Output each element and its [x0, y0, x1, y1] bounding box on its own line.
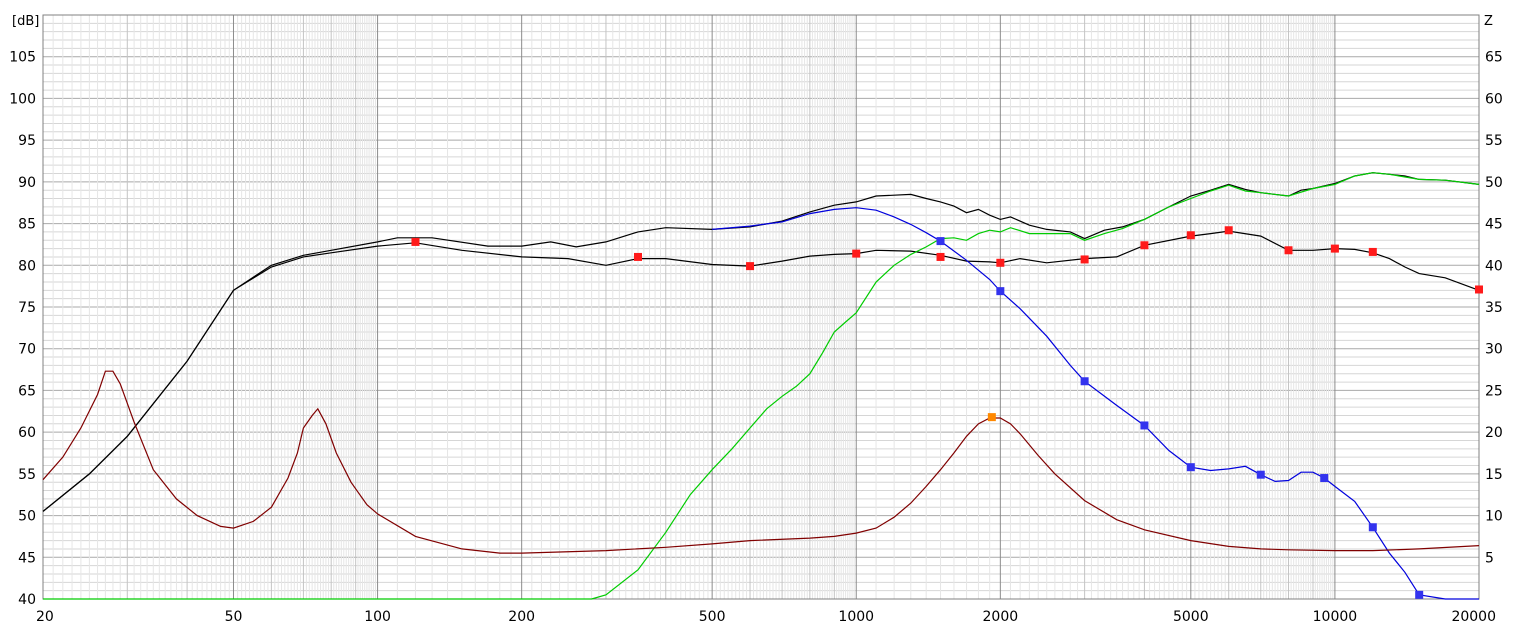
y-right-tick-label: 40 [1485, 258, 1503, 274]
y-right-tick-label: 10 [1485, 509, 1503, 525]
plot-frame [42, 14, 1480, 600]
y-left-tick-label: 40 [18, 592, 36, 608]
data-marker-2 [1080, 377, 1089, 386]
data-marker-3 [987, 413, 996, 422]
plot-grid [42, 14, 1480, 600]
y-left-tick-label: 60 [18, 425, 36, 441]
data-marker-1 [746, 262, 755, 271]
y-left-tick-label: 95 [18, 133, 36, 149]
right-axis-unit: Z [1484, 14, 1493, 29]
data-marker-2 [936, 237, 945, 246]
data-marker-1 [852, 249, 861, 258]
data-marker-2 [1140, 421, 1149, 430]
y-left-tick-label: 65 [18, 383, 36, 399]
series-line-5 [42, 370, 1480, 554]
data-marker-1 [1224, 226, 1233, 235]
data-marker-1 [1140, 241, 1149, 250]
data-marker-2 [1256, 470, 1265, 479]
data-marker-1 [1330, 244, 1339, 253]
data-marker-1 [1284, 246, 1293, 255]
data-marker-1 [996, 258, 1005, 267]
data-marker-1 [634, 252, 643, 261]
data-marker-2 [996, 287, 1005, 296]
y-right-tick-label: 30 [1485, 342, 1503, 358]
data-marker-2 [1320, 474, 1329, 483]
y-right-tick-label: 5 [1485, 550, 1494, 566]
x-tick-label: 2000 [983, 609, 1019, 625]
y-right-tick-label: 20 [1485, 425, 1503, 441]
plot-curves [42, 172, 1480, 600]
data-marker-2 [1415, 590, 1424, 599]
data-marker-1 [1080, 255, 1089, 264]
data-marker-1 [411, 237, 420, 246]
y-left-tick-label: 80 [18, 258, 36, 274]
data-marker-1 [1368, 247, 1377, 256]
y-right-tick-label: 50 [1485, 175, 1503, 191]
y-right-tick-label: 25 [1485, 383, 1503, 399]
x-tick-label: 20000 [1451, 609, 1496, 625]
series-line-2 [42, 230, 1480, 512]
y-left-tick-label: 105 [9, 50, 36, 66]
y-right-tick-label: 60 [1485, 91, 1503, 107]
y-left-tick-label: 70 [18, 342, 36, 358]
left-axis-unit: [dB] [12, 14, 39, 29]
x-tick-label: 20 [36, 609, 54, 625]
x-tick-label: 200 [508, 609, 535, 625]
y-left-tick-label: 100 [9, 91, 36, 107]
data-marker-1 [936, 252, 945, 261]
y-right-tick-label: 45 [1485, 217, 1503, 233]
y-left-tick-label: 90 [18, 175, 36, 191]
y-right-tick-label: 35 [1485, 300, 1503, 316]
y-right-tick-label: 55 [1485, 133, 1503, 149]
y-right-tick-label: 15 [1485, 467, 1503, 483]
x-tick-label: 1000 [838, 609, 874, 625]
series-line-1 [42, 172, 1480, 512]
y-left-tick-label: 55 [18, 467, 36, 483]
series-line-3 [43, 172, 1480, 600]
x-tick-label: 100 [364, 609, 391, 625]
data-marker-1 [1475, 285, 1483, 294]
data-marker-2 [1368, 523, 1377, 532]
data-marker-2 [1186, 463, 1195, 472]
y-left-tick-label: 50 [18, 509, 36, 525]
data-marker-1 [1186, 231, 1195, 240]
axis-labels: 20 50 100 200 500 1000 2000 5000 10000 20000 40 45 5… [9, 50, 1503, 625]
y-left-tick-label: 75 [18, 300, 36, 316]
x-tick-label: 5000 [1173, 609, 1209, 625]
x-tick-label: 500 [699, 609, 726, 625]
y-left-tick-label: 85 [18, 217, 36, 233]
x-tick-label: 50 [225, 609, 243, 625]
y-right-tick-label: 65 [1485, 50, 1503, 66]
y-left-tick-label: 45 [18, 550, 36, 566]
plot-markers [411, 226, 1483, 599]
x-tick-label: 10000 [1313, 609, 1358, 625]
